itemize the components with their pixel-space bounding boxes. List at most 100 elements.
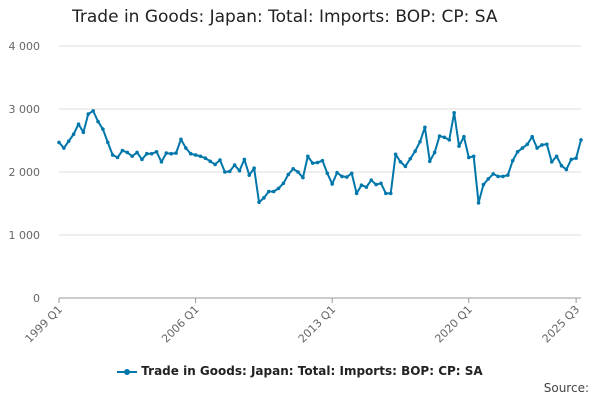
data-point[interactable] (369, 178, 374, 182)
data-point[interactable] (569, 157, 574, 162)
data-point[interactable] (227, 169, 232, 174)
data-point[interactable] (330, 182, 334, 186)
data-point[interactable] (418, 139, 422, 144)
data-point[interactable] (476, 201, 481, 205)
data-point[interactable] (320, 158, 325, 163)
data-point[interactable] (398, 160, 403, 164)
data-point[interactable] (452, 110, 456, 115)
data-point[interactable] (232, 163, 237, 167)
data-point[interactable] (515, 150, 520, 154)
data-point[interactable] (579, 138, 583, 142)
data-point[interactable] (540, 143, 544, 147)
data-point[interactable] (559, 163, 564, 168)
data-point[interactable] (271, 189, 276, 194)
data-point[interactable] (554, 154, 559, 159)
data-point[interactable] (193, 153, 198, 157)
data-point[interactable] (159, 160, 164, 164)
data-point[interactable] (76, 122, 81, 126)
data-point[interactable] (125, 150, 130, 155)
data-point[interactable] (154, 150, 159, 154)
data-point[interactable] (437, 134, 442, 138)
data-point[interactable] (501, 174, 505, 179)
data-point[interactable] (281, 181, 286, 186)
data-point[interactable] (91, 109, 95, 113)
data-point[interactable] (247, 173, 252, 177)
data-point[interactable] (423, 125, 427, 130)
data-point[interactable] (252, 166, 256, 171)
data-point[interactable] (208, 159, 213, 164)
data-point[interactable] (364, 185, 369, 189)
data-point[interactable] (325, 171, 330, 176)
data-point[interactable] (301, 175, 305, 180)
data-point[interactable] (262, 196, 266, 200)
data-point[interactable] (408, 156, 413, 161)
data-point[interactable] (466, 155, 471, 160)
data-point[interactable] (57, 140, 61, 145)
data-point[interactable] (62, 146, 66, 150)
data-point[interactable] (379, 181, 383, 186)
data-point[interactable] (530, 134, 535, 139)
data-point[interactable] (481, 182, 486, 187)
data-point[interactable] (340, 174, 344, 179)
data-point[interactable] (574, 156, 578, 160)
data-point[interactable] (413, 149, 417, 154)
data-point[interactable] (266, 189, 271, 194)
data-point[interactable] (276, 186, 281, 191)
data-point[interactable] (354, 191, 359, 196)
data-point[interactable] (105, 140, 110, 145)
data-point[interactable] (447, 138, 452, 142)
data-point[interactable] (403, 164, 408, 169)
data-point[interactable] (110, 153, 115, 157)
data-point[interactable] (359, 183, 364, 188)
data-point[interactable] (164, 151, 169, 155)
data-point[interactable] (237, 168, 242, 173)
data-point[interactable] (198, 154, 203, 159)
data-point[interactable] (184, 146, 188, 150)
data-point[interactable] (71, 132, 76, 136)
data-point[interactable] (145, 151, 149, 156)
data-point[interactable] (130, 154, 134, 159)
data-point[interactable] (349, 171, 354, 176)
data-point[interactable] (549, 160, 554, 164)
legend[interactable]: Trade in Goods: Japan: Total: Imports: B… (0, 364, 600, 378)
data-point[interactable] (462, 134, 466, 139)
data-point[interactable] (257, 200, 261, 205)
data-point[interactable] (535, 146, 539, 150)
data-point[interactable] (179, 137, 183, 142)
data-point[interactable] (140, 157, 144, 162)
data-point[interactable] (115, 155, 120, 160)
data-point[interactable] (432, 150, 437, 155)
data-point[interactable] (296, 170, 300, 174)
data-point[interactable] (427, 159, 432, 164)
data-point[interactable] (223, 170, 227, 174)
data-point[interactable] (81, 130, 86, 135)
data-point[interactable] (96, 119, 100, 124)
data-point[interactable] (491, 172, 495, 176)
data-point[interactable] (310, 161, 315, 165)
data-point[interactable] (169, 151, 174, 156)
data-point[interactable] (393, 152, 398, 157)
data-point[interactable] (315, 160, 320, 165)
data-point[interactable] (510, 158, 515, 163)
data-point[interactable] (66, 139, 71, 143)
data-point[interactable] (442, 135, 447, 140)
data-point[interactable] (388, 191, 393, 196)
data-point[interactable] (520, 146, 525, 150)
data-point[interactable] (101, 127, 105, 131)
data-point[interactable] (86, 112, 91, 116)
data-point[interactable] (286, 172, 291, 177)
data-point[interactable] (496, 174, 500, 179)
data-point[interactable] (188, 151, 193, 156)
data-point[interactable] (291, 167, 295, 171)
data-point[interactable] (203, 156, 208, 160)
data-point[interactable] (471, 154, 476, 159)
data-point[interactable] (120, 148, 125, 153)
data-point[interactable] (135, 150, 139, 155)
data-point[interactable] (545, 142, 549, 147)
data-point[interactable] (345, 175, 349, 179)
data-point[interactable] (335, 170, 339, 175)
data-point[interactable] (564, 167, 569, 172)
data-point[interactable] (506, 173, 510, 177)
data-point[interactable] (384, 191, 388, 196)
data-point[interactable] (457, 144, 461, 148)
